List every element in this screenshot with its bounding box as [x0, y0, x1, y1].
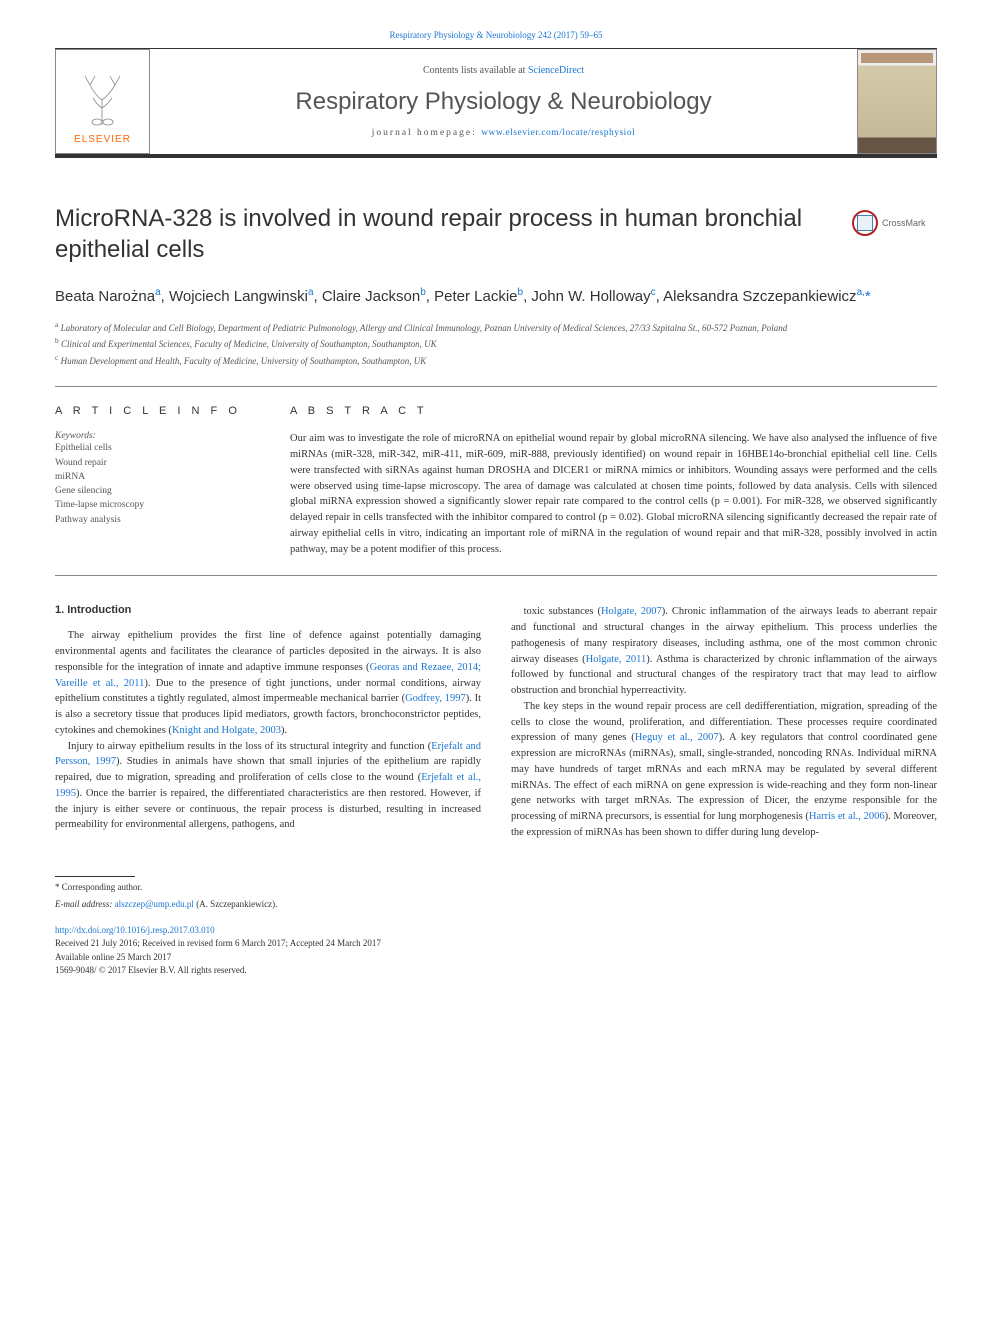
article-header: MicroRNA-328 is involved in wound repair…	[55, 203, 937, 368]
header-center: Contents lists available at ScienceDirec…	[150, 55, 857, 148]
received-line: Received 21 July 2016; Received in revis…	[55, 937, 937, 951]
body-paragraph: Injury to airway epithelium results in t…	[55, 739, 481, 834]
article-title: MicroRNA-328 is involved in wound repair…	[55, 203, 832, 265]
crossmark-icon	[852, 210, 878, 236]
top-journal-ref: Respiratory Physiology & Neurobiology 24…	[55, 30, 937, 40]
crossmark-badge[interactable]: CrossMark	[852, 203, 937, 243]
journal-name: Respiratory Physiology & Neurobiology	[150, 88, 857, 116]
elsevier-tree-icon	[75, 70, 130, 130]
body-paragraph: The key steps in the wound repair proces…	[511, 699, 937, 841]
body-paragraph: The airway epithelium provides the first…	[55, 628, 481, 738]
body-columns: 1. Introduction The airway epithelium pr…	[55, 604, 937, 840]
top-journal-link[interactable]: Respiratory Physiology & Neurobiology 24…	[390, 30, 603, 40]
email-line: E-mail address: alszczep@ump.edu.pl (A. …	[55, 898, 937, 912]
body-right-col: toxic substances (Holgate, 2007). Chroni…	[511, 604, 937, 840]
homepage-line: journal homepage: www.elsevier.com/locat…	[150, 128, 857, 138]
sciencedirect-link[interactable]: ScienceDirect	[528, 65, 584, 76]
abstract-col: A B S T R A C T Our aim was to investiga…	[290, 405, 937, 557]
copyright-line: 1569-9048/ © 2017 Elsevier B.V. All righ…	[55, 964, 937, 978]
abstract-text: Our aim was to investigate the role of m…	[290, 431, 937, 557]
body-left-col: 1. Introduction The airway epithelium pr…	[55, 604, 481, 840]
body-paragraph: toxic substances (Holgate, 2007). Chroni…	[511, 604, 937, 699]
doi-link[interactable]: http://dx.doi.org/10.1016/j.resp.2017.03…	[55, 925, 215, 935]
homepage-link[interactable]: www.elsevier.com/locate/resphysiol	[481, 128, 635, 138]
divider	[55, 575, 937, 576]
info-abstract-row: A R T I C L E I N F O Keywords: Epitheli…	[55, 405, 937, 557]
affiliations-list: a Laboratory of Molecular and Cell Biolo…	[55, 319, 937, 369]
publisher-name: ELSEVIER	[74, 134, 131, 145]
divider	[55, 386, 937, 387]
article-info-col: A R T I C L E I N F O Keywords: Epitheli…	[55, 405, 255, 557]
email-link[interactable]: alszczep@ump.edu.pl	[115, 899, 194, 909]
journal-cover-thumb	[857, 49, 937, 154]
article-info-heading: A R T I C L E I N F O	[55, 405, 255, 417]
publisher-logo: ELSEVIER	[55, 49, 150, 154]
authors-list: Beata Narożnaa, Wojciech Langwinskia, Cl…	[55, 285, 937, 309]
crossmark-label: CrossMark	[882, 218, 926, 228]
journal-header: ELSEVIER Contents lists available at Sci…	[55, 48, 937, 158]
contents-line: Contents lists available at ScienceDirec…	[150, 65, 857, 76]
footer-divider	[55, 876, 135, 877]
corresponding-author: * Corresponding author.	[55, 881, 937, 895]
footer-block: http://dx.doi.org/10.1016/j.resp.2017.03…	[55, 924, 937, 978]
keywords-label: Keywords:	[55, 431, 255, 441]
available-line: Available online 25 March 2017	[55, 951, 937, 965]
abstract-heading: A B S T R A C T	[290, 405, 937, 417]
keywords-list: Epithelial cellsWound repairmiRNAGene si…	[55, 441, 255, 527]
intro-heading: 1. Introduction	[55, 604, 481, 616]
